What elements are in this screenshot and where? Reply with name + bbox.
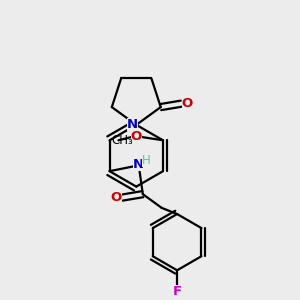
Text: H: H [142,154,151,167]
Text: CH₃: CH₃ [112,134,133,148]
Text: O: O [182,97,193,110]
Text: N: N [127,118,138,131]
Text: N: N [133,158,144,172]
Text: F: F [172,285,182,298]
Text: O: O [130,130,142,143]
Text: O: O [110,191,122,204]
